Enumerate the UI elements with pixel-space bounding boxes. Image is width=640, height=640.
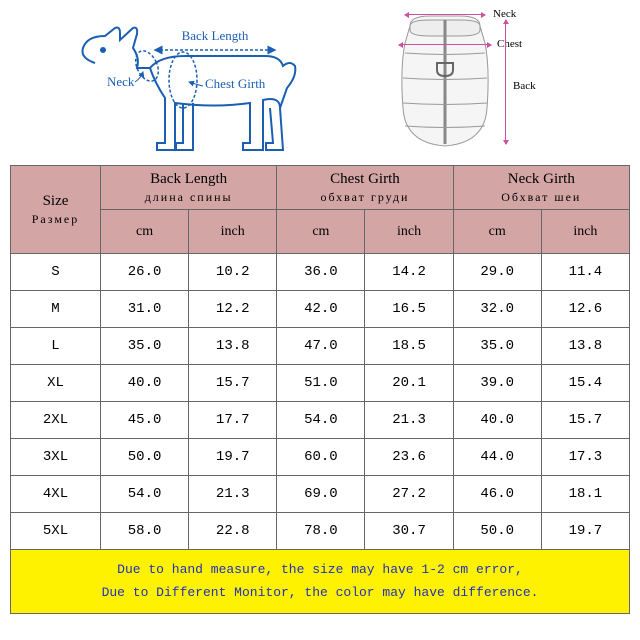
dog-back-label: Back Length — [182, 28, 249, 43]
cell-size: 5XL — [11, 513, 101, 550]
cell-size: XL — [11, 365, 101, 402]
cell-size: 4XL — [11, 476, 101, 513]
dog-neck-label: Neck — [107, 74, 135, 89]
cell-neck_in: 13.8 — [541, 328, 629, 365]
cell-chest_in: 20.1 — [365, 365, 453, 402]
cell-chest_in: 23.6 — [365, 439, 453, 476]
cell-neck_in: 18.1 — [541, 476, 629, 513]
table-row: 3XL50.019.760.023.644.017.3 — [11, 439, 630, 476]
cell-neck_cm: 39.0 — [453, 365, 541, 402]
cell-neck_in: 19.7 — [541, 513, 629, 550]
cell-back_in: 12.2 — [189, 291, 277, 328]
cell-neck_cm: 50.0 — [453, 513, 541, 550]
cell-back_in: 13.8 — [189, 328, 277, 365]
cell-back_cm: 50.0 — [101, 439, 189, 476]
notes-cell: Due to hand measure, the size may have 1… — [11, 550, 630, 614]
cell-back_cm: 40.0 — [101, 365, 189, 402]
cell-neck_cm: 46.0 — [453, 476, 541, 513]
cell-chest_in: 27.2 — [365, 476, 453, 513]
cell-back_cm: 31.0 — [101, 291, 189, 328]
cell-back_in: 17.7 — [189, 402, 277, 439]
cell-neck_in: 17.3 — [541, 439, 629, 476]
cell-chest_cm: 60.0 — [277, 439, 365, 476]
cell-chest_cm: 51.0 — [277, 365, 365, 402]
cell-neck_in: 11.4 — [541, 254, 629, 291]
cell-back_in: 10.2 — [189, 254, 277, 291]
table-row: 2XL45.017.754.021.340.015.7 — [11, 402, 630, 439]
cell-size: 2XL — [11, 402, 101, 439]
table-row: M31.012.242.016.532.012.6 — [11, 291, 630, 328]
cell-neck_cm: 29.0 — [453, 254, 541, 291]
cell-back_cm: 26.0 — [101, 254, 189, 291]
cell-size: M — [11, 291, 101, 328]
table-row: L35.013.847.018.535.013.8 — [11, 328, 630, 365]
cell-neck_cm: 32.0 — [453, 291, 541, 328]
cell-back_cm: 35.0 — [101, 328, 189, 365]
cell-back_in: 15.7 — [189, 365, 277, 402]
notes-row: Due to hand measure, the size may have 1… — [11, 550, 630, 614]
cell-chest_cm: 69.0 — [277, 476, 365, 513]
header-neck: Neck Girth Обхват шеи — [453, 166, 629, 210]
cell-neck_in: 15.4 — [541, 365, 629, 402]
jacket-back-label: Back — [513, 80, 536, 92]
cell-back_cm: 54.0 — [101, 476, 189, 513]
header-back: Back Length длина спины — [101, 166, 277, 210]
cell-back_cm: 58.0 — [101, 513, 189, 550]
cell-neck_in: 15.7 — [541, 402, 629, 439]
cell-back_in: 21.3 — [189, 476, 277, 513]
cell-size: 3XL — [11, 439, 101, 476]
cell-chest_in: 21.3 — [365, 402, 453, 439]
cell-chest_cm: 78.0 — [277, 513, 365, 550]
cell-chest_cm: 42.0 — [277, 291, 365, 328]
cell-chest_cm: 47.0 — [277, 328, 365, 365]
cell-neck_cm: 35.0 — [453, 328, 541, 365]
cell-size: L — [11, 328, 101, 365]
diagram-area: Back Length Neck Chest Girth — [0, 0, 640, 165]
table-row: 5XL58.022.878.030.750.019.7 — [11, 513, 630, 550]
cell-chest_in: 18.5 — [365, 328, 453, 365]
cell-neck_cm: 40.0 — [453, 402, 541, 439]
table-row: 4XL54.021.369.027.246.018.1 — [11, 476, 630, 513]
cell-chest_cm: 54.0 — [277, 402, 365, 439]
cell-chest_cm: 36.0 — [277, 254, 365, 291]
cell-chest_in: 30.7 — [365, 513, 453, 550]
table-row: S26.010.236.014.229.011.4 — [11, 254, 630, 291]
header-chest: Chest Girth обхват груди — [277, 166, 453, 210]
cell-back_in: 19.7 — [189, 439, 277, 476]
cell-chest_in: 14.2 — [365, 254, 453, 291]
cell-neck_cm: 44.0 — [453, 439, 541, 476]
dog-chest-label: Chest Girth — [205, 76, 266, 91]
cell-chest_in: 16.5 — [365, 291, 453, 328]
cell-back_cm: 45.0 — [101, 402, 189, 439]
size-chart-table: Size Размер Back Length длина спины Ches… — [10, 165, 630, 614]
jacket-measurement-diagram: Neck Chest Back — [375, 8, 575, 158]
dog-measurement-diagram: Back Length Neck Chest Girth — [65, 8, 345, 158]
cell-neck_in: 12.6 — [541, 291, 629, 328]
jacket-chest-label: Chest — [497, 38, 522, 50]
table-header-row: Size Размер Back Length длина спины Ches… — [11, 166, 630, 210]
table-row: XL40.015.751.020.139.015.4 — [11, 365, 630, 402]
header-size: Size Размер — [11, 166, 101, 254]
cell-size: S — [11, 254, 101, 291]
table-units-row: cm inch cm inch cm inch — [11, 210, 630, 254]
cell-back_in: 22.8 — [189, 513, 277, 550]
